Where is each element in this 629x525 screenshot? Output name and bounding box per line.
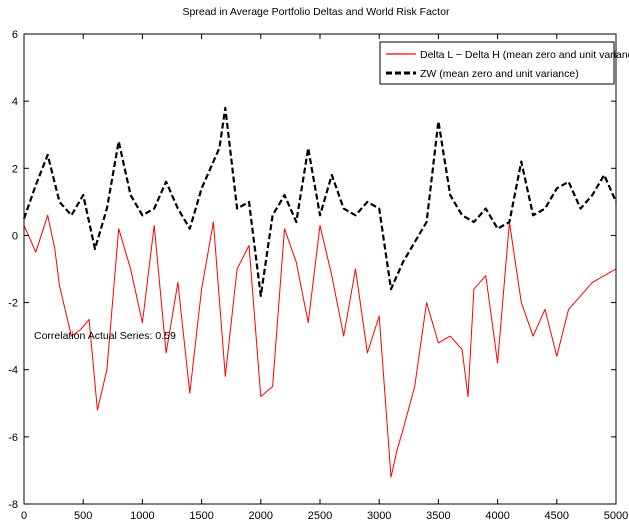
y-tick-label: -4: [8, 365, 18, 377]
ticks: 0 500 1000 1500 2000 2500 3000 3500 4000 4500 5000…: [8, 29, 628, 522]
series-line-2: [22, 106, 618, 297]
x-tick-label: 5000: [604, 510, 628, 522]
y-tick-label: -6: [8, 432, 18, 444]
x-tick-label: 0: [21, 510, 27, 522]
legend: Delta L − Delta H (mean zero and unit va…: [379, 41, 629, 85]
y-tick-label: 4: [12, 96, 18, 108]
correlation-annotation: Correlation Actual Series: 0.59: [34, 330, 176, 342]
x-tick-label: 3000: [367, 510, 391, 522]
x-tick-label: 2500: [308, 510, 332, 522]
y-tick-label: 0: [12, 230, 18, 242]
y-tick-label: -8: [8, 499, 18, 511]
legend-label-2: ZW (mean zero and unit variance): [420, 68, 579, 80]
legend-label-1: Delta L − Delta H (mean zero and unit va…: [420, 49, 629, 61]
y-tick-label: 6: [12, 29, 18, 41]
x-tick-label: 500: [74, 510, 92, 522]
x-tick-label: 3500: [426, 510, 450, 522]
x-tick-label: 4500: [545, 510, 569, 522]
legend-box: [379, 41, 615, 85]
x-tick-label: 1000: [130, 510, 154, 522]
x-tick-label: 1500: [189, 510, 213, 522]
y-tick-label: -2: [8, 298, 18, 310]
y-tick-label: 2: [12, 163, 18, 175]
chart-title: Spread in Average Portfolio Deltas and W…: [183, 6, 450, 18]
plot-area: [22, 106, 618, 478]
x-tick-label: 2000: [249, 510, 273, 522]
x-tick-label: 4000: [485, 510, 509, 522]
